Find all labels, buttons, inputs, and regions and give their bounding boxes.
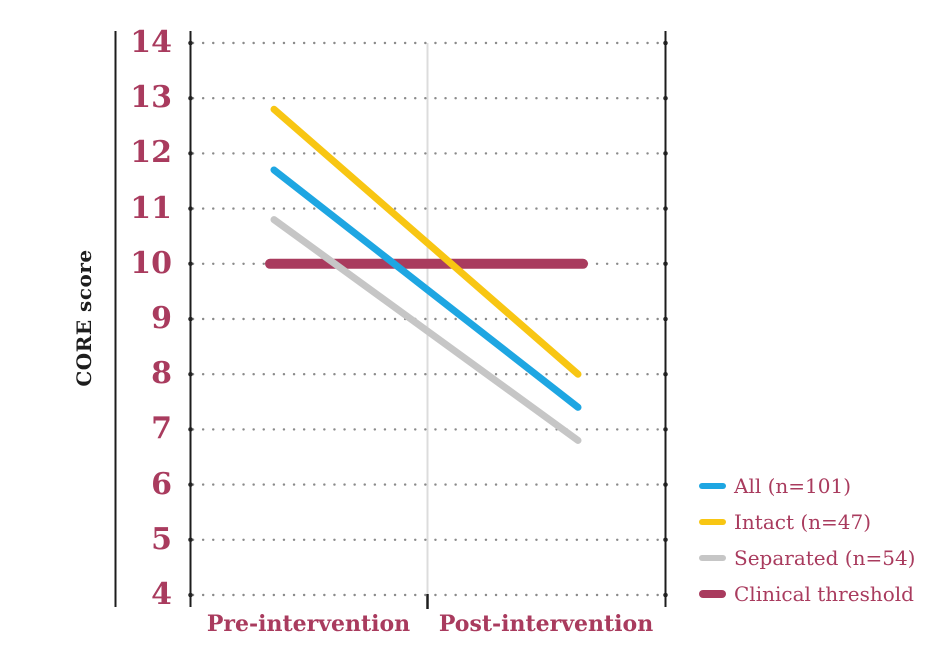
legend-item-intact: Intact (n=47): [699, 504, 915, 540]
legend-label-clinical-threshold: Clinical threshold: [734, 582, 914, 606]
y-tick-label: 12: [130, 135, 172, 171]
y-tick-label: 10: [130, 245, 172, 281]
x-axis-label-post-intervention: Post-intervention: [438, 611, 654, 637]
y-tick-label: 5: [151, 521, 172, 557]
y-axis-title: CORE score: [72, 249, 96, 387]
legend-item-separated: Separated (n=54): [699, 540, 915, 576]
y-tick-label: 4: [151, 577, 172, 612]
legend-swatch-intact: [699, 519, 726, 525]
y-tick-label: 9: [151, 301, 172, 336]
legend-label-intact: Intact (n=47): [734, 510, 872, 534]
y-tick-label: 13: [130, 80, 172, 116]
legend-label-all: All (n=101): [734, 474, 852, 498]
legend-label-separated: Separated (n=54): [734, 546, 916, 570]
legend-swatch-clinical-threshold: [699, 590, 726, 598]
legend-item-clinical-threshold: Clinical threshold: [699, 576, 915, 612]
chart-legend: All (n=101) Intact (n=47) Separated (n=5…: [699, 468, 915, 612]
x-axis-label-pre-intervention: Pre-intervention: [206, 611, 411, 637]
legend-swatch-all: [699, 483, 726, 489]
legend-item-all: All (n=101): [699, 468, 915, 504]
y-tick-label: 6: [151, 466, 172, 502]
legend-swatch-separated: [699, 555, 726, 561]
y-tick-label: 11: [130, 190, 172, 226]
y-tick-label: 14: [130, 25, 172, 60]
y-tick-label: 7: [151, 411, 172, 447]
y-tick-label: 8: [151, 356, 172, 392]
